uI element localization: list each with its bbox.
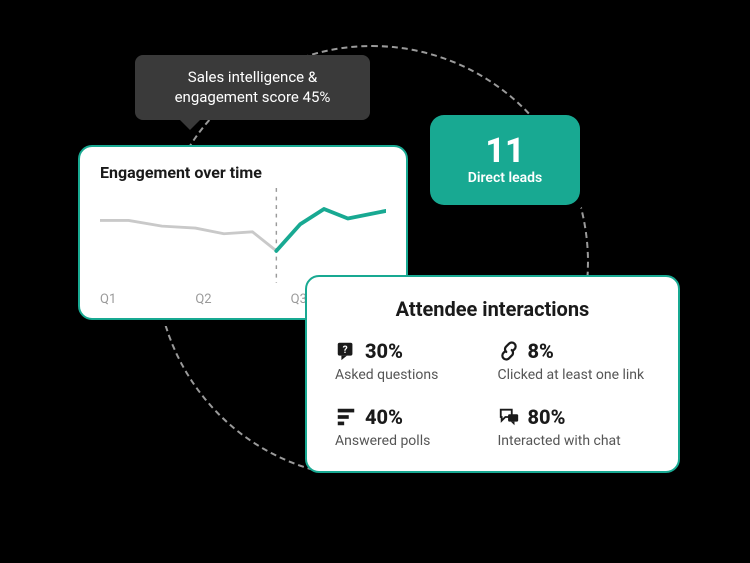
engagement-chart-area xyxy=(100,188,386,288)
metric-interacted-chat-label: Interacted with chat xyxy=(498,433,651,449)
axis-q2: Q2 xyxy=(195,292,290,307)
chat-icon xyxy=(498,406,520,428)
metric-clicked-link-label: Clicked at least one link xyxy=(498,367,651,383)
direct-leads-value: 11 xyxy=(485,134,524,168)
engagement-line-chart xyxy=(100,188,386,283)
engagement-chart-title: Engagement over time xyxy=(100,163,386,182)
metrics-grid: ? 30% Asked questions 8% Clicked at leas… xyxy=(335,339,650,449)
attendee-interactions-title: Attendee interactions xyxy=(335,297,650,321)
metric-asked-questions: ? 30% Asked questions xyxy=(335,339,488,383)
score-tooltip: Sales intelligence & engagement score 45… xyxy=(135,55,370,120)
direct-leads-badge: 11 Direct leads xyxy=(430,115,580,205)
score-tooltip-text: Sales intelligence & engagement score 45… xyxy=(175,68,331,106)
metric-answered-polls-label: Answered polls xyxy=(335,433,488,449)
metric-interacted-chat-pct: 80% xyxy=(528,405,566,429)
metric-asked-questions-pct: 30% xyxy=(365,339,403,363)
question-icon: ? xyxy=(335,340,357,362)
metric-answered-polls: 40% Answered polls xyxy=(335,405,488,449)
metric-clicked-link: 8% Clicked at least one link xyxy=(498,339,651,383)
svg-text:?: ? xyxy=(343,345,348,356)
metric-answered-polls-pct: 40% xyxy=(365,405,403,429)
metric-asked-questions-label: Asked questions xyxy=(335,367,488,383)
poll-icon xyxy=(335,406,357,428)
axis-q1: Q1 xyxy=(100,292,195,307)
stage: Sales intelligence & engagement score 45… xyxy=(0,0,750,563)
attendee-interactions-card: Attendee interactions ? 30% Asked questi… xyxy=(305,275,680,473)
metric-clicked-link-pct: 8% xyxy=(528,339,554,363)
direct-leads-label: Direct leads xyxy=(468,170,542,186)
metric-interacted-chat: 80% Interacted with chat xyxy=(498,405,651,449)
link-icon xyxy=(498,340,520,362)
